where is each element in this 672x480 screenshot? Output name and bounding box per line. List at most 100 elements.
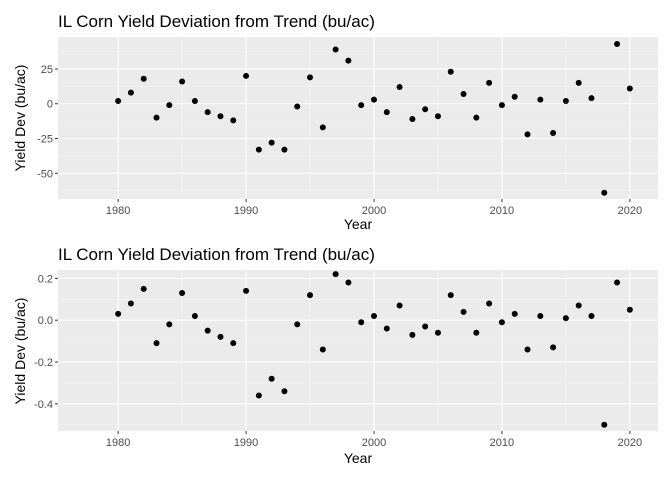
y-tick-label: -0.4 bbox=[34, 399, 53, 411]
panel-bottom: IL Corn Yield Deviation from Trend (bu/a… bbox=[12, 245, 658, 466]
data-point bbox=[127, 300, 134, 307]
data-point bbox=[191, 313, 198, 319]
data-point bbox=[204, 109, 211, 116]
data-point bbox=[447, 292, 454, 299]
data-point bbox=[370, 96, 377, 103]
panel-top: IL Corn Yield Deviation from Trend (bu/a… bbox=[12, 12, 658, 232]
plot-title: IL Corn Yield Deviation from Trend (bu/a… bbox=[58, 245, 375, 264]
major-gridlines bbox=[58, 270, 658, 431]
y-axis-label: Yield Dev (bu/ac) bbox=[12, 65, 28, 172]
data-point bbox=[230, 340, 237, 347]
data-point bbox=[217, 113, 224, 120]
plot-background bbox=[58, 37, 658, 199]
data-point bbox=[255, 146, 262, 153]
data-point bbox=[268, 375, 275, 382]
data-point bbox=[307, 74, 314, 81]
data-point bbox=[614, 279, 621, 286]
data-point bbox=[486, 300, 493, 307]
data-point bbox=[524, 131, 531, 138]
data-point bbox=[460, 308, 467, 315]
x-axis-label: Year bbox=[344, 216, 373, 232]
data-point bbox=[626, 306, 633, 313]
data-point bbox=[614, 40, 621, 47]
y-tick-label: -25 bbox=[37, 134, 53, 146]
y-tick-label: -50 bbox=[37, 168, 53, 180]
data-point bbox=[460, 91, 467, 98]
data-point bbox=[626, 85, 633, 92]
data-point bbox=[191, 97, 198, 104]
x-tick-label: 2020 bbox=[618, 437, 642, 449]
data-point bbox=[383, 109, 390, 116]
data-point bbox=[268, 139, 275, 146]
data-point bbox=[127, 89, 134, 96]
data-point bbox=[422, 106, 429, 113]
data-point bbox=[345, 279, 352, 286]
x-tick-label: 2000 bbox=[362, 437, 386, 449]
minor-gridlines-x bbox=[181, 37, 567, 199]
x-tick-label: 2000 bbox=[362, 205, 386, 217]
data-point bbox=[166, 102, 173, 109]
data-point bbox=[140, 75, 147, 82]
data-point bbox=[396, 84, 403, 91]
data-point bbox=[153, 340, 160, 347]
data-point bbox=[511, 93, 518, 100]
data-point bbox=[383, 325, 390, 332]
data-point bbox=[204, 327, 211, 334]
data-point bbox=[358, 102, 365, 109]
data-point bbox=[370, 313, 377, 319]
data-point bbox=[319, 346, 326, 353]
data-point bbox=[115, 310, 122, 317]
x-tick-label: 2010 bbox=[490, 437, 514, 449]
data-point bbox=[409, 331, 416, 338]
data-point bbox=[601, 189, 608, 196]
data-point bbox=[601, 421, 608, 428]
data-point bbox=[511, 310, 518, 317]
data-point bbox=[498, 102, 505, 109]
data-point bbox=[409, 116, 416, 123]
data-point bbox=[396, 302, 403, 309]
x-tick-label: 1990 bbox=[234, 437, 258, 449]
x-axis-label: Year bbox=[344, 450, 373, 466]
data-point bbox=[179, 78, 186, 85]
data-point bbox=[332, 271, 339, 278]
data-point bbox=[243, 72, 250, 79]
data-point bbox=[588, 95, 595, 102]
data-point bbox=[153, 114, 160, 121]
data-point bbox=[217, 333, 224, 340]
data-point bbox=[486, 79, 493, 86]
data-point bbox=[294, 103, 301, 110]
data-point bbox=[447, 68, 454, 75]
x-tick-label: 2010 bbox=[490, 205, 514, 217]
y-axis-ticks: -50 -25 0 25 bbox=[37, 64, 58, 180]
x-tick-label: 1980 bbox=[106, 205, 130, 217]
data-point bbox=[434, 113, 441, 120]
y-axis-ticks: -0.4 -0.2 0.0 0.2 bbox=[34, 273, 58, 411]
data-point bbox=[281, 388, 288, 395]
x-tick-label: 2020 bbox=[618, 205, 642, 217]
data-point bbox=[230, 117, 237, 124]
data-point bbox=[255, 392, 262, 399]
data-point bbox=[434, 329, 441, 336]
data-point bbox=[281, 146, 288, 153]
data-point bbox=[550, 129, 557, 136]
data-point bbox=[358, 319, 365, 326]
plot-background bbox=[58, 270, 658, 431]
major-gridlines bbox=[58, 37, 658, 199]
y-tick-label: -0.2 bbox=[34, 357, 53, 369]
data-point bbox=[243, 287, 250, 294]
data-point bbox=[524, 346, 531, 353]
minor-gridlines bbox=[58, 51, 658, 191]
data-point bbox=[307, 292, 314, 299]
data-point bbox=[115, 97, 122, 104]
data-point bbox=[179, 290, 186, 296]
data-point bbox=[575, 302, 582, 309]
data-point bbox=[332, 46, 339, 53]
plot-title: IL Corn Yield Deviation from Trend (bu/a… bbox=[58, 12, 375, 31]
data-points bbox=[115, 40, 633, 196]
data-point bbox=[294, 321, 301, 328]
data-point bbox=[588, 313, 595, 319]
y-axis-label: Yield Dev (bu/ac) bbox=[12, 298, 28, 405]
data-point bbox=[562, 315, 569, 322]
